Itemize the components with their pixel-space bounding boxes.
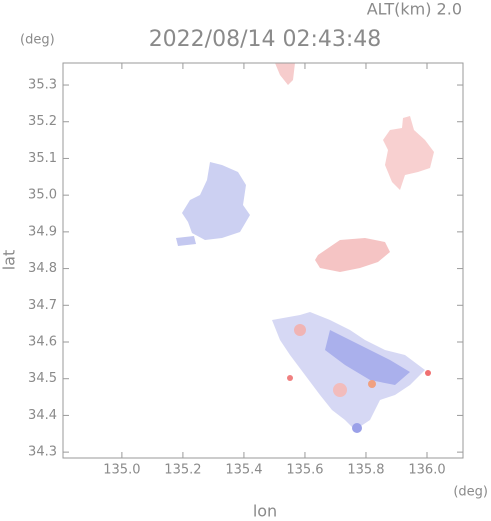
y-axis-label: lat [0,250,19,271]
y-tick-label: 34.7 [28,298,57,313]
x-tick-label: 135.8 [347,463,384,478]
altitude-label: ALT(km) 2.0 [367,0,462,19]
y-tick-label: 35.3 [28,78,57,93]
x-unit: (deg) [453,485,488,500]
y-unit: (deg) [20,33,55,48]
y-tick-label: 34.8 [28,261,57,276]
y-tick-label: 35.2 [28,114,57,129]
chart-title: 2022/08/14 02:43:48 [149,27,382,52]
echo [287,375,293,381]
echo [333,383,347,397]
echo [383,116,434,190]
y-tick-label: 34.4 [28,408,57,423]
y-tick-label: 34.6 [28,334,57,349]
echo [272,312,425,430]
y-tick-label: 34.5 [28,371,57,386]
y-tick-label: 34.3 [28,445,57,460]
y-tick-label: 35.0 [28,188,57,203]
x-tick-label: 135.6 [286,463,323,478]
echo [368,380,376,388]
x-tick-label: 135.0 [103,463,140,478]
echo [182,162,250,240]
echo [275,63,295,85]
echo [294,324,306,336]
echo [176,236,196,246]
y-tick-label: 34.9 [28,224,57,239]
echo [425,370,431,376]
echoes [176,63,434,433]
y-tick-label: 35.1 [28,151,57,166]
x-axis-label: lon [253,502,277,521]
echo [325,330,410,385]
echo [315,238,390,272]
x-tick-label: 135.2 [164,463,201,478]
echo [352,423,362,433]
x-tick-label: 135.4 [225,463,262,478]
plot-frame [62,62,464,459]
x-tick-label: 136.0 [408,463,445,478]
